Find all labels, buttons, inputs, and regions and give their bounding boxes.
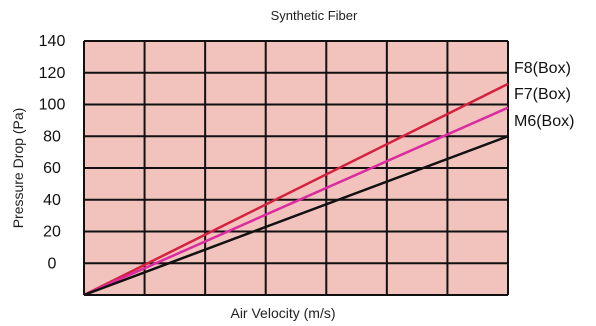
series-line [83,135,509,297]
series-labels: F8(Box) F7(Box) M6(Box) [514,60,574,130]
y-tick-label: 100 [39,97,66,114]
y-tick-label: 0 [48,255,57,272]
y-axis-label: Pressure Drop (Pa) [10,108,26,229]
series-lines [83,82,509,297]
series-line [83,106,509,297]
series-line [83,82,509,297]
y-tick-label: 60 [43,160,61,177]
series-label: M6(Box) [514,113,574,130]
series-label: F8(Box) [514,60,571,77]
series-label: F7(Box) [514,86,571,103]
x-axis-label: Air Velocity (m/s) [230,305,335,321]
y-tick-label: 120 [39,65,66,82]
y-axis-ticks: 140 120 100 80 60 40 20 0 [39,33,66,272]
y-tick-label: 80 [43,128,61,145]
y-tick-label: 20 [43,224,61,241]
grid [83,40,509,296]
chart-title: Synthetic Fiber [271,8,358,23]
y-tick-label: 140 [39,33,66,50]
y-tick-label: 40 [43,192,61,209]
